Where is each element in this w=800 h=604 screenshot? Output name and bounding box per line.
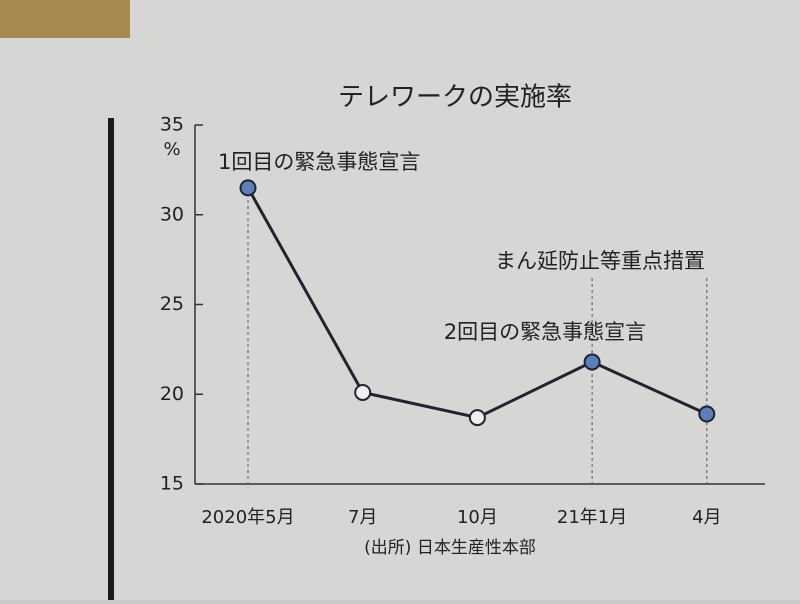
y-tick-label: 15	[160, 473, 184, 495]
photo-edge	[0, 0, 130, 38]
annotation: 2回目の緊急事態宣言	[444, 320, 646, 344]
x-tick-label: 21年1月	[557, 507, 627, 528]
x-tick-label: 2020年5月	[201, 507, 294, 528]
point	[698, 405, 716, 423]
annotation: 1回目の緊急事態宣言	[218, 150, 420, 174]
x-tick-label: 7月	[348, 507, 377, 528]
y-tick-label: 30	[160, 203, 184, 225]
x-tick-label: 10月	[457, 507, 498, 528]
point	[239, 179, 257, 197]
chart-title: テレワークの実施率	[338, 83, 572, 113]
y-tick-label: 35	[160, 114, 184, 136]
column-rule	[108, 118, 114, 600]
source: (出所) 日本生産性本部	[364, 538, 536, 558]
y-tick-label: 20	[160, 383, 184, 405]
point	[583, 353, 601, 371]
point	[354, 383, 372, 401]
point	[468, 409, 486, 427]
x-tick-label: 4月	[692, 507, 721, 528]
y-tick-label: 25	[160, 293, 184, 315]
annotation: まん延防止等重点措置	[495, 249, 705, 273]
y-unit: %	[163, 139, 180, 160]
